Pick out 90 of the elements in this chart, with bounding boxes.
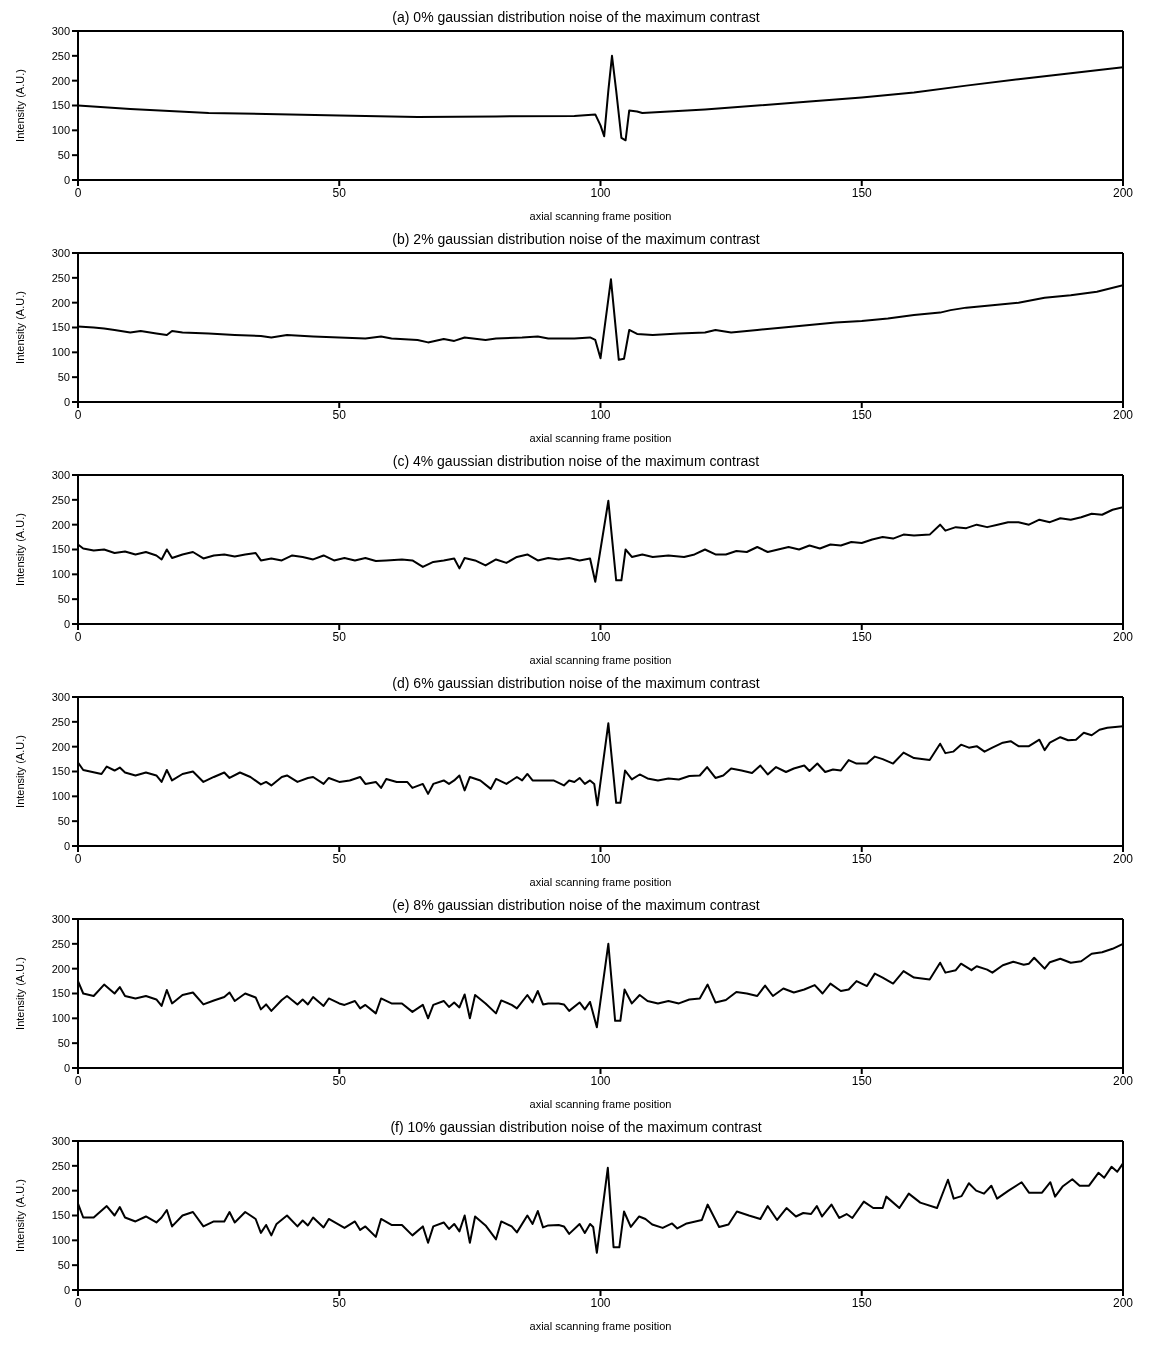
y-tick-label: 200 xyxy=(51,296,70,309)
y-tick-label: 0 xyxy=(63,395,70,408)
x-tick-label: 100 xyxy=(590,629,611,644)
y-tick-label: 200 xyxy=(51,1184,70,1197)
chart-title: (d) 6% gaussian distribution noise of the maximum contrast xyxy=(391,674,761,692)
y-tick-label: 0 xyxy=(63,1283,70,1296)
x-tick-label: 150 xyxy=(851,851,873,866)
x-tick-label: 150 xyxy=(851,1295,873,1310)
y-tick-label: 300 xyxy=(51,912,70,925)
y-tick-label: 100 xyxy=(51,1012,70,1025)
x-tick-label: 0 xyxy=(74,1295,82,1310)
x-tick-label: 0 xyxy=(74,185,82,200)
y-tick-label: 250 xyxy=(51,715,70,728)
x-tick-label: 0 xyxy=(74,851,82,866)
y-axis-title: Intensity (A.U.) xyxy=(13,69,26,142)
y-tick-label: 200 xyxy=(51,518,70,531)
x-tick-label: 150 xyxy=(851,1073,873,1088)
y-tick-label: 300 xyxy=(51,468,70,481)
y-tick-label: 200 xyxy=(51,74,70,87)
x-tick-label: 100 xyxy=(590,1073,611,1088)
x-tick-label: 200 xyxy=(1112,407,1134,422)
y-axis-title: Intensity (A.U.) xyxy=(13,291,26,364)
x-tick-label: 150 xyxy=(851,185,873,200)
x-tick-label: 100 xyxy=(590,407,611,422)
x-tick-label: 200 xyxy=(1112,629,1134,644)
y-tick-label: 100 xyxy=(51,1234,70,1247)
y-tick-label: 300 xyxy=(51,1134,70,1147)
y-tick-label: 300 xyxy=(51,246,70,259)
y-tick-label: 100 xyxy=(51,568,70,581)
y-axis-title: Intensity (A.U.) xyxy=(13,735,26,808)
chart-title: (e) 8% gaussian distribution noise of the maximum contrast xyxy=(391,896,761,914)
x-axis-title: axial scanning frame position xyxy=(529,210,672,222)
y-tick-label: 150 xyxy=(51,987,70,1000)
y-tick-label: 250 xyxy=(51,1159,70,1172)
x-axis-title: axial scanning frame position xyxy=(529,1098,672,1110)
y-tick-label: 50 xyxy=(57,1259,70,1272)
x-tick-label: 100 xyxy=(590,185,611,200)
x-tick-label: 150 xyxy=(851,407,873,422)
x-axis-title: axial scanning frame position xyxy=(529,654,672,666)
x-tick-label: 200 xyxy=(1112,1073,1134,1088)
y-tick-label: 100 xyxy=(51,124,70,137)
y-tick-label: 100 xyxy=(51,790,70,803)
y-tick-label: 150 xyxy=(51,1209,70,1222)
y-tick-label: 100 xyxy=(51,346,70,359)
x-tick-label: 0 xyxy=(74,407,82,422)
chart-title: (a) 0% gaussian distribution noise of the maximum contrast xyxy=(391,8,761,26)
chart-title: (f) 10% gaussian distribution noise of the maximum contrast xyxy=(389,1118,763,1136)
x-tick-label: 100 xyxy=(590,851,611,866)
x-tick-label: 50 xyxy=(332,629,347,644)
y-tick-label: 50 xyxy=(57,1037,70,1050)
y-tick-label: 0 xyxy=(63,839,70,852)
y-tick-label: 0 xyxy=(63,173,70,186)
y-tick-label: 50 xyxy=(57,371,70,384)
x-axis-title: axial scanning frame position xyxy=(529,432,672,444)
y-tick-label: 150 xyxy=(51,543,70,556)
y-tick-label: 250 xyxy=(51,937,70,950)
y-tick-label: 50 xyxy=(57,593,70,606)
chart-title: (c) 4% gaussian distribution noise of the maximum contrast xyxy=(391,452,761,470)
x-tick-label: 50 xyxy=(332,1295,347,1310)
y-tick-label: 250 xyxy=(51,49,70,62)
x-tick-label: 50 xyxy=(332,407,347,422)
x-tick-label: 0 xyxy=(74,629,82,644)
x-tick-label: 50 xyxy=(332,185,347,200)
chart-title: (b) 2% gaussian distribution noise of the maximum contrast xyxy=(391,230,761,248)
y-axis-title: Intensity (A.U.) xyxy=(13,513,26,586)
x-tick-label: 50 xyxy=(332,1073,347,1088)
x-tick-label: 200 xyxy=(1112,1295,1134,1310)
y-tick-label: 250 xyxy=(51,493,70,506)
y-tick-label: 50 xyxy=(57,149,70,162)
x-axis-title: axial scanning frame position xyxy=(529,876,672,888)
x-tick-label: 50 xyxy=(332,851,347,866)
y-tick-label: 200 xyxy=(51,740,70,753)
x-tick-label: 0 xyxy=(74,1073,82,1088)
y-tick-label: 150 xyxy=(51,99,70,112)
x-tick-label: 200 xyxy=(1112,185,1134,200)
y-axis-title: Intensity (A.U.) xyxy=(13,1179,26,1252)
y-tick-label: 250 xyxy=(51,271,70,284)
x-tick-label: 100 xyxy=(590,1295,611,1310)
y-tick-label: 300 xyxy=(51,690,70,703)
x-tick-label: 150 xyxy=(851,629,873,644)
y-tick-label: 150 xyxy=(51,765,70,778)
y-tick-label: 0 xyxy=(63,617,70,630)
y-tick-label: 150 xyxy=(51,321,70,334)
y-tick-label: 300 xyxy=(51,24,70,37)
x-axis-title: axial scanning frame position xyxy=(529,1320,672,1332)
y-tick-label: 200 xyxy=(51,962,70,975)
y-tick-label: 50 xyxy=(57,815,70,828)
x-tick-label: 200 xyxy=(1112,851,1134,866)
y-tick-label: 0 xyxy=(63,1061,70,1074)
y-axis-title: Intensity (A.U.) xyxy=(13,957,26,1030)
